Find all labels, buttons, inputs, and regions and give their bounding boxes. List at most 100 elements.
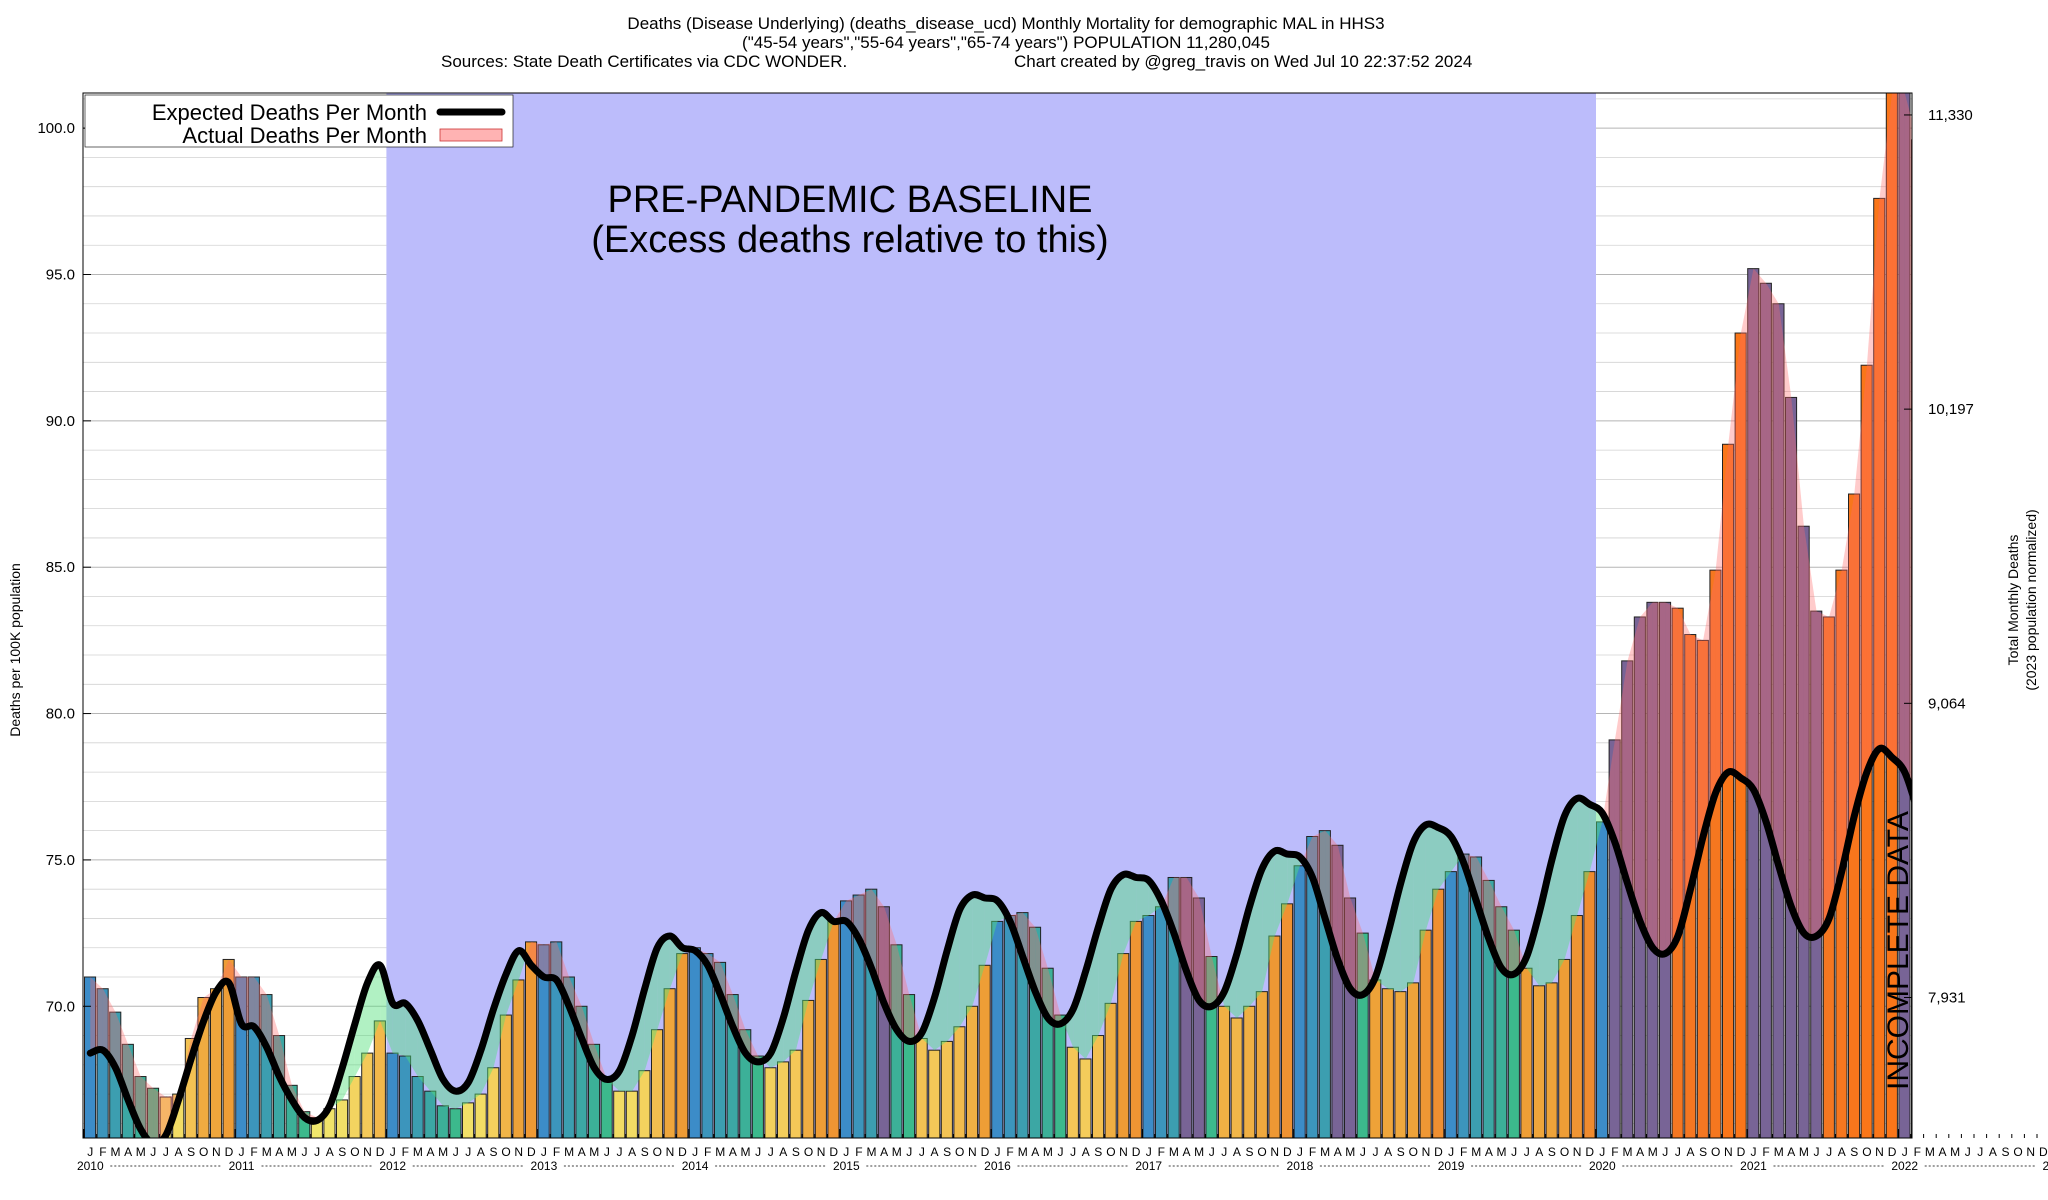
axes: 70.0 75.0 80.0 85.0 90.0 95.0 100.0 7,931 9,064 1… <box>37 92 2038 1139</box>
actual-bar <box>399 1055 412 1138</box>
actual-bar <box>940 1040 953 1138</box>
y-tick-label: 85.0 <box>46 559 75 576</box>
month-label: J <box>1209 1145 1215 1159</box>
month-label: M <box>1018 1145 1028 1159</box>
actual-bar <box>373 1020 386 1138</box>
difference-area <box>1955 594 1968 922</box>
actual-bar <box>739 1029 752 1138</box>
month-label: S <box>1699 1145 1707 1159</box>
actual-bar <box>1696 639 1709 1138</box>
month-label: D <box>829 1145 838 1159</box>
actual-bar <box>789 1049 802 1138</box>
month-label: O <box>350 1145 359 1159</box>
actual-bar <box>777 1061 790 1138</box>
annotation-line-1: PRE-PANDEMIC BASELINE <box>608 179 1093 221</box>
month-label: A <box>124 1145 132 1159</box>
month-label: J <box>1814 1145 1820 1159</box>
month-label: O <box>1409 1145 1418 1159</box>
month-label: M <box>1648 1145 1658 1159</box>
actual-bar <box>613 1090 626 1138</box>
difference-area <box>2031 699 2044 734</box>
month-label: A <box>426 1145 434 1159</box>
month-label: M <box>287 1145 297 1159</box>
month-label: D <box>1434 1145 1443 1159</box>
month-label: M <box>564 1145 574 1159</box>
actual-bar <box>1394 991 1407 1138</box>
month-label: F <box>1006 1145 1013 1159</box>
actual-bar <box>928 1049 941 1138</box>
month-label: M <box>1950 1145 1960 1159</box>
month-label: S <box>1245 1145 1253 1159</box>
month-label: J <box>1826 1145 1832 1159</box>
month-label: J <box>755 1145 761 1159</box>
actual-bar <box>487 1067 500 1138</box>
actual-bar <box>84 976 97 1138</box>
actual-bar <box>1457 853 1470 1138</box>
actual-bar <box>1734 332 1747 1138</box>
difference-area <box>1425 824 1439 931</box>
y2-tick-label: 11,330 <box>1928 107 1973 124</box>
difference-area <box>2043 696 2048 755</box>
actual-bar <box>449 1108 462 1138</box>
month-label: J <box>390 1145 396 1159</box>
month-label: D <box>981 1145 990 1159</box>
month-label: J <box>302 1145 308 1159</box>
difference-area <box>1501 906 1515 975</box>
month-label: J <box>1977 1145 1983 1159</box>
month-label: N <box>363 1145 372 1159</box>
month-label: J <box>604 1145 610 1159</box>
actual-bar <box>2012 749 2023 1138</box>
legend: Expected Deaths Per Month Actual Deaths … <box>84 94 514 148</box>
actual-bar <box>991 920 1004 1138</box>
y2-axis-label-2: (2023 population normalized) <box>2023 509 2039 690</box>
year-label: 2023 <box>2043 1159 2048 1173</box>
difference-area <box>1892 93 1905 773</box>
difference-area <box>140 1076 154 1138</box>
actual-bar <box>1444 871 1457 1138</box>
month-label: S <box>1094 1145 1102 1159</box>
month-label: N <box>514 1145 523 1159</box>
month-label: J <box>1902 1145 1908 1159</box>
month-label: A <box>1384 1145 1392 1159</box>
difference-area <box>1337 845 1351 989</box>
difference-area <box>1677 608 1691 937</box>
month-label: D <box>678 1145 687 1159</box>
difference-area <box>1980 790 1993 892</box>
year-label: 2020 <box>1589 1159 1616 1173</box>
month-label: M <box>589 1145 599 1159</box>
difference-area <box>858 889 872 969</box>
year-label: 2019 <box>1438 1159 1465 1173</box>
difference-area <box>2004 781 2006 789</box>
actual-bar <box>2038 699 2048 1138</box>
month-label: A <box>779 1145 787 1159</box>
actual-bar <box>1293 865 1306 1138</box>
month-label: S <box>187 1145 195 1159</box>
month-label: A <box>1535 1145 1543 1159</box>
month-label: D <box>1888 1145 1897 1159</box>
month-label: M <box>1774 1145 1784 1159</box>
actual-bar <box>1520 967 1533 1138</box>
y2-tick-label: 10,197 <box>1928 401 1974 418</box>
month-label: J <box>692 1145 698 1159</box>
y-tick-label: 90.0 <box>46 413 75 430</box>
actual-bar <box>814 958 827 1138</box>
difference-area <box>1728 333 1741 778</box>
year-label: 2012 <box>379 1159 406 1173</box>
actual-bar <box>751 1055 764 1138</box>
year-label: 2022 <box>1891 1159 1918 1173</box>
difference-area <box>1199 897 1212 1007</box>
month-label: J <box>768 1145 774 1159</box>
actual-bar <box>2000 787 2011 1138</box>
month-label: A <box>880 1145 888 1159</box>
y2-tick-label: 7,931 <box>1928 989 1966 1006</box>
difference-area <box>1854 365 1867 817</box>
expected-deaths-line <box>86 744 1912 1138</box>
chart-title: Deaths (Disease Underlying) (deaths_dise… <box>441 14 1472 71</box>
actual-bar <box>1192 897 1205 1138</box>
actual-bar <box>764 1067 777 1138</box>
actual-bar <box>1722 443 1735 1138</box>
difference-area <box>1564 798 1578 960</box>
month-label: S <box>641 1145 649 1159</box>
month-label: O <box>501 1145 510 1159</box>
